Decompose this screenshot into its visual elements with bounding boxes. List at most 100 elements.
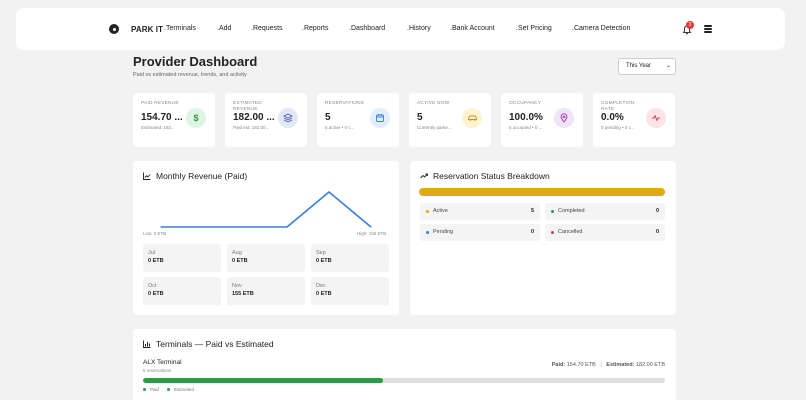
monthly-revenue-title: Monthly Revenue (Paid) <box>143 171 247 181</box>
month-box: Aug 0 ETB <box>227 244 305 272</box>
chart-high-label: High: 155 ETB <box>357 231 387 236</box>
revenue-point-oct <box>286 226 288 228</box>
status-item-cancelled: Cancelled 0 <box>545 224 665 241</box>
status-count: 0 <box>530 229 534 235</box>
stat-value: 100.0% <box>509 112 543 123</box>
amount-separator: | <box>600 362 602 368</box>
status-count: 5 <box>530 208 534 214</box>
stat-card-occupancy: OCCUPANCY 100.0% 5 occupied • 0 ... <box>501 93 583 147</box>
month-value: 0 ETB <box>148 291 164 297</box>
dollar-icon: $ <box>186 108 206 128</box>
revenue-point-aug <box>202 226 204 228</box>
status-label: Completed <box>558 208 585 214</box>
month-name: Jul <box>148 250 156 256</box>
terminals-title-text: Terminals — Paid vs Estimated <box>156 339 274 349</box>
brand[interactable]: PARK IT <box>109 8 163 50</box>
status-count: 0 <box>655 208 659 214</box>
month-value: 155 ETB <box>232 291 254 297</box>
month-box: Nov 155 ETB <box>227 277 305 305</box>
status-label: Cancelled <box>558 229 583 235</box>
status-count: 0 <box>655 229 659 235</box>
status-item-active: Active 5 <box>420 203 540 220</box>
revenue-point-nov <box>328 191 330 193</box>
nav-link-reports[interactable]: .Reports <box>302 25 329 32</box>
chart-low-label: Low: 0 ETB <box>143 231 167 236</box>
reservation-status-title: Reservation Status Breakdown <box>420 171 550 181</box>
stat-value: 182.00 ... <box>233 112 275 123</box>
nav-link-bank-account[interactable]: .Bank Account <box>450 25 495 32</box>
notification-badge: 3 <box>686 21 694 29</box>
stat-label: ESTIMATED REVENUE <box>233 101 262 112</box>
monthly-revenue-title-text: Monthly Revenue (Paid) <box>156 171 248 181</box>
page-title: Provider Dashboard <box>133 54 258 69</box>
status-label: Active <box>433 208 448 214</box>
terminal-amounts: Paid: 154.70 ETB | Estimated: 182.00 ETB <box>552 362 665 368</box>
bar-chart-icon <box>143 340 151 348</box>
page-subtitle: Paid vs estimated revenue, trends, and a… <box>133 72 247 78</box>
stat-value: 0.0% <box>601 112 624 123</box>
stat-sub: 5 occupied • 0 ... <box>509 125 543 130</box>
nav-link-add[interactable]: .Add <box>217 25 232 32</box>
status-dot <box>551 210 554 213</box>
month-value: 0 ETB <box>148 258 164 264</box>
stat-label: COMPLETION RATE <box>601 101 635 112</box>
stat-sub: 0 pending • 0 c... <box>601 125 635 130</box>
stat-sub: 5 active • 0 c... <box>325 125 355 130</box>
stat-label: OCCUPANCY <box>509 101 542 106</box>
nav-link-camera-detection[interactable]: .Camera Detection <box>572 25 631 32</box>
terminal-progress-fill <box>143 378 383 383</box>
period-select[interactable]: This Year ⌄ <box>618 58 676 75</box>
stat-card-estimated-revenue: ESTIMATED REVENUE 182.00 ... Paid est: 1… <box>225 93 307 147</box>
status-item-pending: Pending 0 <box>420 224 540 241</box>
month-box: Dec 0 ETB <box>311 277 389 305</box>
calendar-icon <box>370 108 390 128</box>
nav-link-dashboard[interactable]: .Dashboard <box>349 25 386 32</box>
month-name: Oct <box>148 283 157 289</box>
revenue-point-dec <box>370 226 372 228</box>
terminals-legend: Paid Estimated <box>143 387 194 392</box>
stat-label: PAID REVENUE <box>141 101 179 106</box>
terminal-name: ALX Terminal <box>143 359 182 366</box>
legend-estimated: Estimated <box>174 387 195 392</box>
stat-label: RESERVATIONS <box>325 101 365 106</box>
nav-link-set-pricing[interactable]: .Set Pricing <box>516 25 552 32</box>
month-name: Dec <box>316 283 326 289</box>
stat-value: 154.70 ... <box>141 112 183 123</box>
status-label: Pending <box>433 229 454 235</box>
stat-value: 5 <box>417 112 423 123</box>
nav-link-terminals[interactable]: .Terminals <box>164 25 196 32</box>
month-value: 0 ETB <box>316 258 332 264</box>
stat-card-reservations: RESERVATIONS 5 5 active • 0 c... <box>317 93 399 147</box>
month-box: Sep 0 ETB <box>311 244 389 272</box>
nav-link-requests[interactable]: .Requests <box>251 25 283 32</box>
paid-amount: 154.70 ETB <box>566 362 596 368</box>
legend-dot-estimated <box>167 388 171 391</box>
paid-label: Paid: <box>551 362 566 368</box>
legend-dot-paid <box>143 388 146 391</box>
car-icon <box>462 108 482 128</box>
line-chart-icon <box>143 172 151 180</box>
stat-sub: Paid est: 182.00... <box>233 125 270 130</box>
status-progress-bar <box>419 188 665 196</box>
navbar: PARK IT .Terminals .Add .Requests .Repor… <box>16 8 785 50</box>
activity-icon <box>646 108 666 128</box>
revenue-line-chart <box>160 191 372 228</box>
stat-card-paid-revenue: PAID REVENUE 154.70 ... Estimated: 182..… <box>133 93 215 147</box>
revenue-series-line <box>161 191 372 228</box>
nav-link-history[interactable]: .History <box>407 25 431 32</box>
reservation-status-title-text: Reservation Status Breakdown <box>433 171 550 181</box>
trending-up-icon <box>420 173 428 179</box>
stat-card-active-now: ACTIVE NOW 5 Currently parke... <box>409 93 491 147</box>
period-select-value: This Year <box>626 63 652 69</box>
menu-icon[interactable] <box>704 25 712 33</box>
revenue-point-sep <box>244 226 246 228</box>
status-dot <box>551 231 554 234</box>
month-name: Nov <box>232 283 242 289</box>
month-value: 0 ETB <box>316 291 332 297</box>
month-value: 0 ETB <box>232 258 248 264</box>
brand-name: PARK IT <box>131 24 164 34</box>
location-pin-icon <box>109 24 119 34</box>
terminals-panel <box>133 329 676 400</box>
chevron-down-icon: ⌄ <box>665 63 671 69</box>
layers-icon <box>278 108 298 128</box>
